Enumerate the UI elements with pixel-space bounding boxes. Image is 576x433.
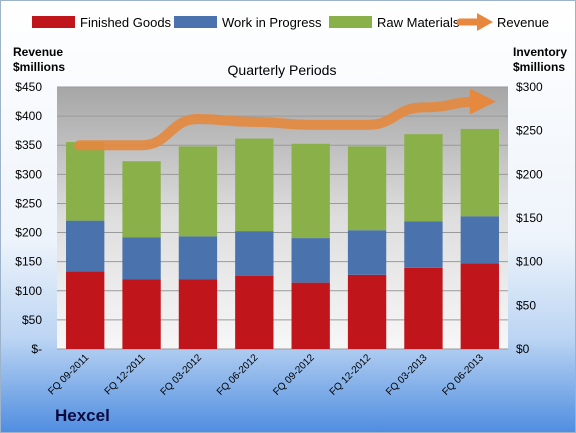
right-tick-label: $0 bbox=[516, 342, 530, 356]
bar-work-in-progress bbox=[460, 216, 499, 264]
revenue-arrow-head bbox=[469, 88, 496, 115]
bars bbox=[66, 128, 499, 349]
bar-finished-goods bbox=[404, 267, 443, 349]
bar-finished-goods bbox=[235, 275, 274, 349]
right-tick-label: $100 bbox=[516, 255, 543, 269]
bar-work-in-progress bbox=[235, 231, 274, 276]
chart-title: Quarterly Periods bbox=[228, 62, 337, 78]
bar-raw-materials bbox=[235, 138, 274, 232]
x-axis-ticks: FQ 09-2011 FQ 12-2011 FQ 03-2012 FQ 06-2012… bbox=[46, 352, 486, 398]
x-tick-label: FQ 03-2013 bbox=[384, 352, 430, 398]
bar-raw-materials bbox=[122, 161, 161, 238]
bar-finished-goods bbox=[66, 271, 105, 349]
bar-finished-goods bbox=[347, 274, 387, 349]
bar-finished-goods bbox=[122, 279, 161, 349]
left-tick-label: $450 bbox=[15, 80, 42, 94]
x-tick-label: FQ 12-2012 bbox=[328, 352, 374, 398]
left-axis-title: Revenue $millions bbox=[13, 45, 65, 74]
right-tick-label: $150 bbox=[516, 211, 543, 225]
left-axis-ticks: $- $50 $100 $150 $200 $250 $300 $350 $400 $450 bbox=[15, 80, 42, 356]
left-tick-label: $350 bbox=[15, 138, 42, 152]
bar-finished-goods bbox=[460, 263, 499, 349]
bar-work-in-progress bbox=[347, 230, 387, 275]
left-tick-label: $300 bbox=[15, 167, 42, 181]
legend-label-finished-goods: Finished Goods bbox=[80, 15, 172, 30]
company-name: Hexcel bbox=[55, 406, 110, 425]
legend-label-work-in-progress: Work in Progress bbox=[222, 15, 322, 30]
x-tick-label: FQ 12-2011 bbox=[103, 352, 148, 397]
legend-label-raw-materials: Raw Materials bbox=[377, 15, 460, 30]
left-tick-label: $- bbox=[31, 342, 42, 356]
left-tick-label: $250 bbox=[15, 196, 42, 210]
revenue-line bbox=[74, 88, 496, 151]
legend-swatch-work-in-progress bbox=[174, 16, 217, 28]
bar-raw-materials bbox=[404, 134, 443, 222]
bar-finished-goods bbox=[178, 279, 218, 349]
x-tick-label: FQ 09-2011 bbox=[46, 352, 91, 397]
bar-work-in-progress bbox=[178, 236, 218, 280]
right-tick-label: $300 bbox=[516, 80, 543, 94]
bar-raw-materials bbox=[460, 128, 499, 217]
left-tick-label: $150 bbox=[15, 255, 42, 269]
bar-work-in-progress bbox=[291, 238, 330, 283]
bar-work-in-progress bbox=[404, 221, 443, 268]
right-tick-label: $50 bbox=[516, 298, 536, 312]
bar-raw-materials bbox=[291, 143, 330, 239]
x-tick-label: FQ 06-2013 bbox=[440, 352, 486, 398]
legend-swatch-raw-materials bbox=[329, 16, 372, 28]
bar-raw-materials bbox=[66, 142, 105, 221]
x-tick-label: FQ 03-2012 bbox=[159, 352, 205, 398]
x-tick-label: FQ 06-2012 bbox=[215, 352, 261, 398]
bar-raw-materials bbox=[347, 146, 387, 231]
left-tick-label: $100 bbox=[15, 284, 42, 298]
revenue-line-path bbox=[74, 96, 485, 151]
bar-work-in-progress bbox=[66, 220, 105, 272]
right-tick-label: $250 bbox=[516, 124, 543, 138]
x-tick-label: FQ 09-2012 bbox=[271, 352, 317, 398]
right-axis-title: Inventory $millions bbox=[513, 45, 567, 74]
left-tick-label: $400 bbox=[15, 109, 42, 123]
bar-finished-goods bbox=[291, 282, 330, 349]
left-tick-label: $50 bbox=[22, 313, 42, 327]
legend-swatch-revenue bbox=[456, 13, 493, 31]
legend-swatch-finished-goods bbox=[32, 16, 75, 28]
right-tick-label: $200 bbox=[516, 167, 543, 181]
right-axis-ticks: $0 $50 $100 $150 $200 $250 $300 bbox=[516, 80, 543, 356]
bar-raw-materials bbox=[178, 146, 218, 237]
bar-work-in-progress bbox=[122, 237, 161, 280]
legend-label-revenue: Revenue bbox=[497, 15, 549, 30]
legend: Finished Goods Work in Progress Raw Mate… bbox=[32, 13, 549, 31]
left-tick-label: $200 bbox=[15, 226, 42, 240]
